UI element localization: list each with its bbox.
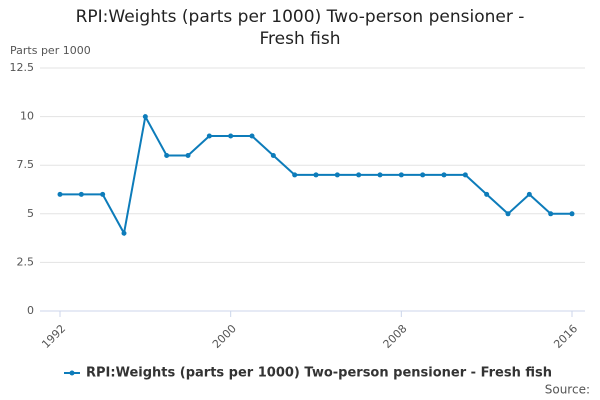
point xyxy=(270,152,276,158)
point xyxy=(569,211,575,217)
y-tick-label: 2.5 xyxy=(17,255,35,268)
point xyxy=(377,172,383,178)
point xyxy=(228,133,234,139)
point xyxy=(206,133,212,139)
x-tick-label: 2016 xyxy=(551,322,580,351)
y-tick-label: 7.5 xyxy=(17,158,35,171)
point xyxy=(249,133,255,139)
point xyxy=(100,191,106,197)
point xyxy=(78,191,84,197)
point xyxy=(505,211,511,217)
point xyxy=(526,191,532,197)
point xyxy=(356,172,362,178)
y-tick-label: 0 xyxy=(27,304,34,317)
point xyxy=(420,172,426,178)
point xyxy=(142,114,148,120)
x-tick-label: 1992 xyxy=(39,322,68,351)
chart-title: RPI:Weights (parts per 1000) Two-person … xyxy=(75,7,525,49)
point xyxy=(292,172,298,178)
y-tick-label: 10 xyxy=(20,110,34,123)
point xyxy=(334,172,340,178)
point xyxy=(548,211,554,217)
source: Source: xyxy=(545,383,590,397)
y-tick-label: 12.5 xyxy=(10,61,35,74)
point xyxy=(185,152,191,158)
x-tick-label: 2000 xyxy=(210,322,239,351)
point xyxy=(57,191,63,197)
legend-symbol xyxy=(69,370,75,376)
point xyxy=(398,172,404,178)
point xyxy=(121,230,127,236)
point xyxy=(164,152,170,158)
y-tick-label: 5 xyxy=(27,207,34,220)
point xyxy=(484,191,490,197)
point xyxy=(441,172,447,178)
legend-label: RPI:Weights (parts per 1000) Two-person … xyxy=(86,366,552,381)
y-axis-label: Parts per 1000 xyxy=(10,44,91,57)
point xyxy=(462,172,468,178)
x-tick-label: 2008 xyxy=(381,322,410,351)
point xyxy=(313,172,319,178)
